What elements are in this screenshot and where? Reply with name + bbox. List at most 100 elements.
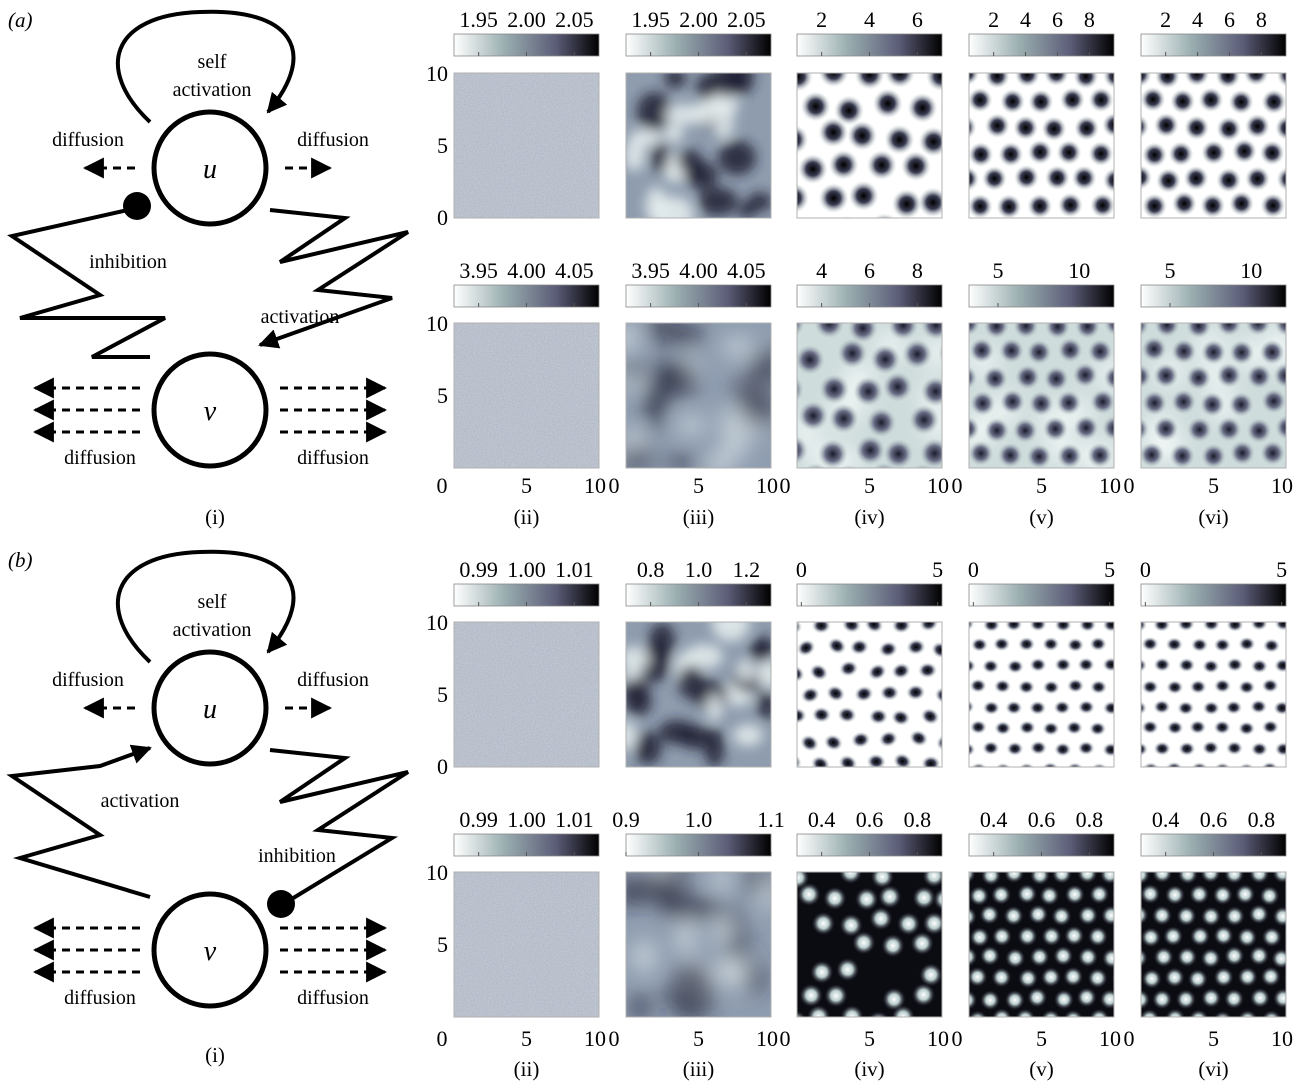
colorbar-tick-label: 2 <box>988 7 999 32</box>
y-tick-label: 0 <box>437 205 448 230</box>
v-label: v <box>204 936 217 967</box>
pattern-map <box>969 73 1114 218</box>
colorbar-tick-label: 6 <box>864 258 875 283</box>
link-label: inhibition <box>258 845 336 867</box>
colorbar-tick-label: 5 <box>1104 557 1115 582</box>
colorbar-tick-label: 4 <box>864 7 875 32</box>
colorbar: 0.4 0.6 0.8 <box>1140 807 1287 857</box>
colorbar-tick-label: 0.8 <box>904 807 932 832</box>
colorbar-tick-label: 0.8 <box>1076 807 1104 832</box>
colorbar-tick-label: 2.05 <box>727 7 766 32</box>
reaction-diagram: u v self activation diffusion diffusion diffus… <box>6 549 410 1067</box>
map-frame <box>625 72 772 219</box>
v-label: v <box>204 396 217 427</box>
colorbar-tick-label: 0.4 <box>980 807 1008 832</box>
colorbar-tick-label: 1.01 <box>555 557 594 582</box>
colorbar: 0.99 1.00 1.01 <box>453 557 600 607</box>
x-tick-label: 0 <box>1124 1026 1135 1051</box>
column-caption: (iv) <box>854 505 884 529</box>
map-frame <box>1140 621 1287 768</box>
y-tick-label: 10 <box>426 860 448 885</box>
pattern-map <box>969 872 1114 1017</box>
x-tick-label: 5 <box>1208 1026 1219 1051</box>
reaction-diagram: u v self activation diffusion diffusion diffus… <box>7 9 410 529</box>
pattern-map <box>454 872 599 1017</box>
pattern-map <box>626 622 771 767</box>
diffusion-label: diffusion <box>297 129 369 151</box>
pattern-map <box>626 73 771 218</box>
v-node <box>151 351 269 469</box>
colorbar-tick-label: 4.05 <box>555 258 594 283</box>
column-caption: (vi) <box>1198 505 1228 529</box>
colorbar-tick-label: 0.8 <box>1248 807 1276 832</box>
pattern-map <box>797 73 942 218</box>
u-node <box>151 109 269 227</box>
panel-0: 1.95 2.00 2.05 1.95 2.00 2.05 2 4 6 2 4 6 8 2 4 6 810503… <box>8 7 1293 529</box>
colorbar-tick-label: 2.00 <box>507 7 546 32</box>
colorbar-tick-label: 6 <box>912 7 923 32</box>
colorbar-tick-label: 4 <box>816 258 827 283</box>
colorbar-gradient <box>968 583 1115 607</box>
colorbar-tick-label: 8 <box>1084 7 1095 32</box>
map-frame <box>453 72 600 219</box>
y-tick-label: 5 <box>437 932 448 957</box>
colorbar-tick-label: 0.99 <box>459 807 498 832</box>
panel-label: (a) <box>8 8 33 32</box>
x-tick-label: 0 <box>952 473 963 498</box>
x-tick-label: 5 <box>693 1026 704 1051</box>
x-tick-label: 0 <box>780 1026 791 1051</box>
map-frame <box>968 871 1115 1018</box>
colorbar-tick-label: 1.01 <box>555 807 594 832</box>
diffusion-label: diffusion <box>64 447 136 469</box>
self-label: activation <box>173 619 252 641</box>
map-frame <box>453 871 600 1018</box>
colorbar: 4 6 8 <box>796 258 943 308</box>
map-frame <box>1140 322 1287 469</box>
diffusion-label: diffusion <box>52 129 124 151</box>
colorbar-tick-label: 5 <box>993 258 1004 283</box>
pattern-map <box>626 323 771 468</box>
colorbar-tick-label: 0.6 <box>1028 807 1056 832</box>
colorbar-gradient <box>796 583 943 607</box>
map-frame <box>968 621 1115 768</box>
colorbar-tick-label: 1.00 <box>507 557 546 582</box>
colorbar: 3.95 4.00 4.05 <box>453 258 600 308</box>
colorbar-tick-label: 8 <box>1256 7 1267 32</box>
x-tick-label: 5 <box>521 1026 532 1051</box>
map-frame <box>453 322 600 469</box>
diffusion-label: diffusion <box>64 987 136 1009</box>
x-tick-label: 10 <box>584 473 606 498</box>
map-frame <box>796 322 943 469</box>
pattern-map <box>797 872 942 1017</box>
colorbar-tick-label: 0 <box>1140 557 1151 582</box>
map-frame <box>968 322 1115 469</box>
colorbar-gradient <box>1140 284 1287 308</box>
colorbar-tick-label: 6 <box>1224 7 1235 32</box>
activation-link <box>258 208 410 349</box>
pattern-map <box>797 323 942 468</box>
column-caption: (v) <box>1029 1057 1054 1081</box>
map-frame <box>796 72 943 219</box>
column-caption: (vi) <box>1198 1057 1228 1081</box>
y-tick-label: 10 <box>426 610 448 635</box>
map-frame <box>1140 72 1287 219</box>
y-tick-label: 5 <box>437 682 448 707</box>
inhibition-link <box>269 748 410 902</box>
self-label: self <box>198 591 227 613</box>
colorbar-tick-label: 0.6 <box>1200 807 1228 832</box>
inhibition-link <box>7 208 166 359</box>
colorbar-tick-label: 0 <box>968 557 979 582</box>
colorbar-tick-label: 2 <box>816 7 827 32</box>
x-tick-label: 5 <box>864 1026 875 1051</box>
x-tick-label: 5 <box>1036 473 1047 498</box>
colorbar-tick-label: 0.4 <box>1152 807 1180 832</box>
colorbar: 2 4 6 <box>796 7 943 57</box>
colorbar-tick-label: 3.95 <box>631 258 670 283</box>
x-tick-label: 0 <box>437 473 448 498</box>
v-node <box>151 891 269 1009</box>
colorbar-tick-label: 0 <box>796 557 807 582</box>
diffusion-label: diffusion <box>297 987 369 1009</box>
